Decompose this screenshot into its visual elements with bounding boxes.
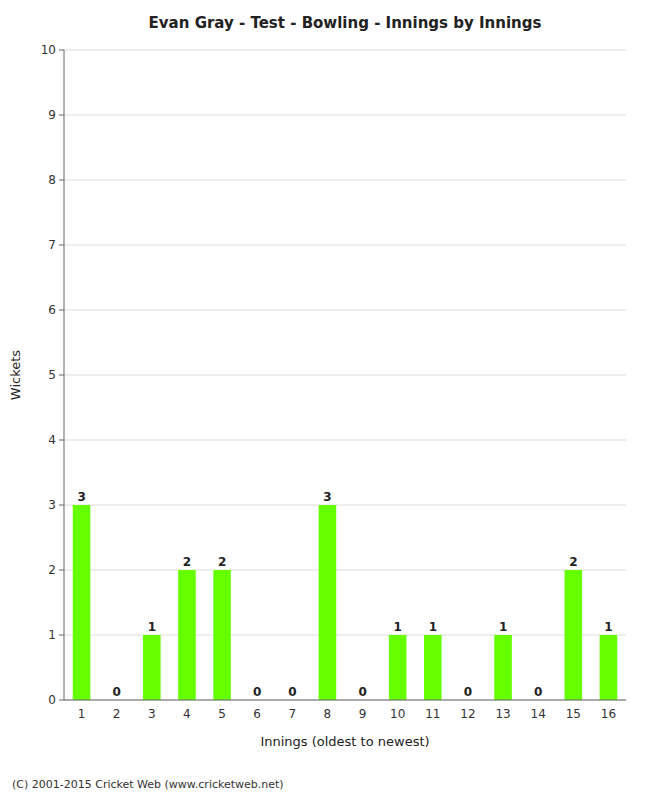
data-label: 1 [499,620,507,634]
data-label: 0 [288,685,296,699]
data-label: 2 [183,555,191,569]
x-tick-label: 12 [460,707,475,721]
y-axis-label: Wickets [8,350,23,400]
x-tick-label: 8 [324,707,332,721]
bar [319,505,337,700]
bars [73,505,617,700]
data-label: 1 [429,620,437,634]
x-tick-label: 13 [495,707,510,721]
x-axis: 12345678910111213141516 [64,700,626,721]
y-tick-label: 1 [48,628,56,642]
grid-line [64,505,626,506]
grid-line [64,570,626,571]
x-tick-label: 6 [253,707,261,721]
data-label: 1 [604,620,612,634]
y-tick-label: 7 [48,238,56,252]
bar [494,635,512,700]
y-tick-label: 8 [48,173,56,187]
y-tick [59,245,64,246]
x-tick-label: 3 [148,707,156,721]
data-label: 3 [323,490,331,504]
bar [389,635,407,700]
chart-container: 0123456789103012200301101021123456789101… [0,0,650,800]
bar [600,635,618,700]
x-tick-label: 2 [113,707,121,721]
data-label: 3 [77,490,85,504]
data-label: 0 [358,685,366,699]
y-tick [59,440,64,441]
x-tick-label: 14 [531,707,546,721]
data-labels: 3 0 1 2 2 0 0 3 0 1 1 0 1 0 2 1 [77,490,612,699]
x-tick-label: 10 [390,707,405,721]
bar [565,570,583,700]
bar [178,570,196,700]
y-tick [59,375,64,376]
y-tick [59,570,64,571]
x-tick-label: 4 [183,707,191,721]
data-label: 1 [148,620,156,634]
y-tick [59,310,64,311]
footer: (C) 2001-2015 Cricket Web (www.cricketwe… [12,778,284,791]
bar [143,635,161,700]
bar [424,635,442,700]
grid-line [64,245,626,246]
x-axis-line [64,700,626,701]
y-tick [59,180,64,181]
y-tick-label: 5 [48,368,56,382]
chart: 0123456789103012200301101021123456789101… [0,0,650,800]
y-axis: 0 1 2 3 4 5 6 7 8 9 10 [41,43,64,707]
y-tick-label: 10 [41,43,56,57]
grid-line [64,180,626,181]
data-label: 2 [569,555,577,569]
grid-line [64,440,626,441]
data-label: 0 [253,685,261,699]
grid-line [64,700,626,701]
x-tick-label: 15 [566,707,581,721]
data-label: 0 [464,685,472,699]
y-tick [59,700,64,701]
y-tick-label: 6 [48,303,56,317]
y-tick [59,505,64,506]
bar [73,505,91,700]
data-label: 0 [534,685,542,699]
data-label: 2 [218,555,226,569]
x-tick-label: 9 [359,707,367,721]
x-tick-label: 5 [218,707,226,721]
y-tick-label: 9 [48,108,56,122]
data-label: 1 [394,620,402,634]
grid-line [64,50,626,51]
x-tick-label: 1 [78,707,86,721]
x-tick-label: 16 [601,707,616,721]
y-tick-label: 2 [48,563,56,577]
y-tick-label: 3 [48,498,56,512]
y-tick-label: 0 [48,693,56,707]
grid-line [64,115,626,116]
grid [64,50,626,700]
y-tick [59,50,64,51]
grid-line [64,310,626,311]
title: Evan Gray - Test - Bowling - Innings by … [149,14,542,32]
x-axis-label: Innings (oldest to newest) [260,734,429,749]
grid-line [64,375,626,376]
data-label: 0 [113,685,121,699]
bar [213,570,231,700]
y-tick [59,635,64,636]
y-tick [59,115,64,116]
y-axis-line [64,50,65,700]
x-tick-label: 11 [425,707,440,721]
y-tick-label: 4 [48,433,56,447]
x-tick-label: 7 [288,707,296,721]
